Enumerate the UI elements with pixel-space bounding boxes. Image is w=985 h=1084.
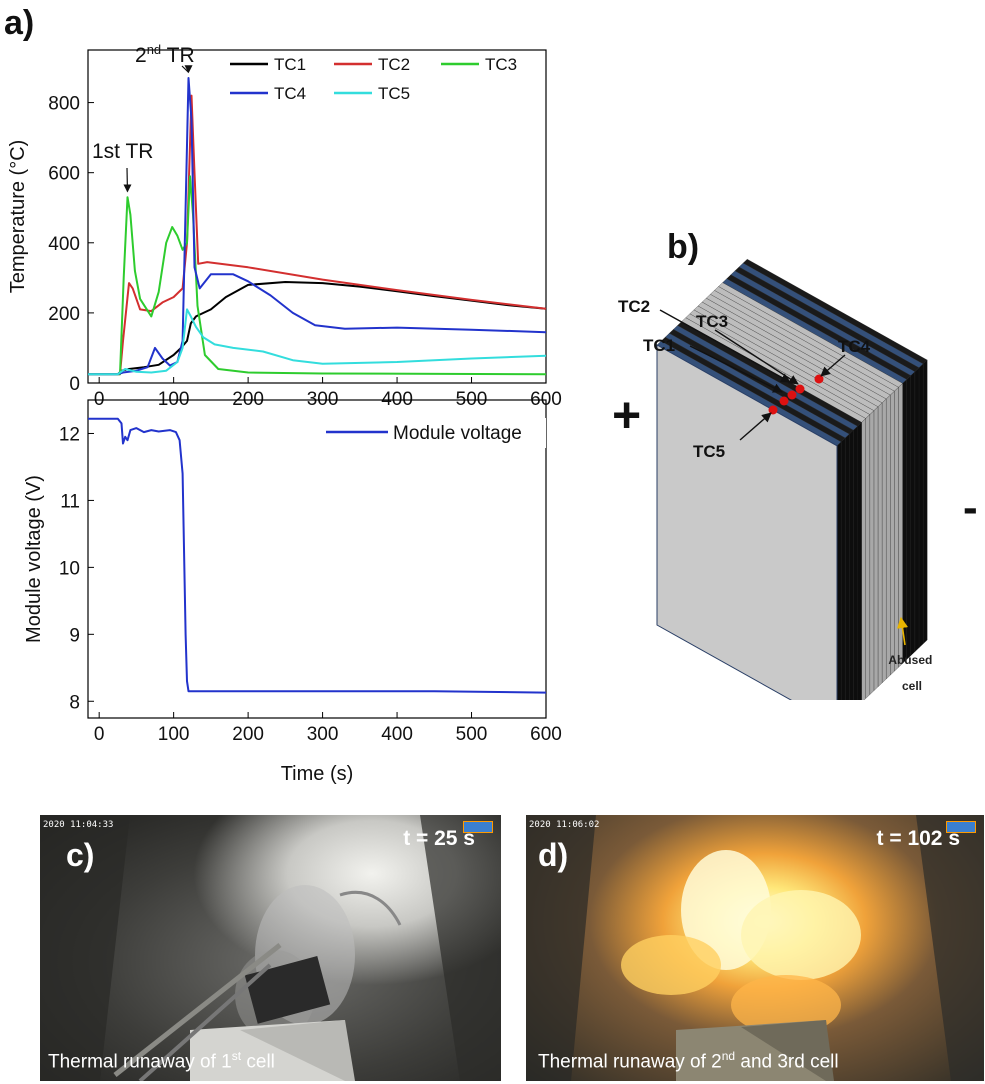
x-tick-label: 600 bbox=[530, 724, 562, 745]
tc2-label: TC2 bbox=[618, 297, 650, 316]
abused-cell-arrow bbox=[896, 616, 909, 646]
photo-c: 2020 11:04:33 t = 25 s c) Thermal runawa… bbox=[40, 815, 501, 1081]
y-axis-label: Module voltage (V) bbox=[23, 475, 45, 643]
temperature-chart: 0 100 200 300 400 500 6000200400600800Temperat… bbox=[7, 42, 562, 410]
photo-d-timestamp: 2020 11:06:02 bbox=[529, 820, 600, 830]
cell-18-side bbox=[910, 371, 916, 656]
photo-c-time: t = 25 s bbox=[403, 827, 475, 850]
cell-14-side bbox=[894, 386, 899, 672]
tc1-dot bbox=[787, 390, 797, 400]
annotation-arrowhead-1st bbox=[123, 184, 132, 193]
plot-frame bbox=[87, 49, 547, 384]
tc4-label: TC4 bbox=[838, 337, 871, 356]
photo-d-time: t = 102 s bbox=[876, 827, 960, 850]
legend-label: Module voltage bbox=[393, 423, 522, 444]
panel-label-a: a) bbox=[4, 4, 34, 42]
series-line-tc4 bbox=[88, 77, 547, 376]
panel-label-d: d) bbox=[538, 837, 569, 873]
camera-icon-d bbox=[946, 821, 976, 833]
cell-9-side bbox=[873, 406, 879, 692]
cell-0-side bbox=[836, 441, 842, 700]
series-line-tc2 bbox=[88, 94, 547, 376]
annotation-arrow-2nd bbox=[181, 65, 189, 73]
legend-label: TC3 bbox=[485, 55, 517, 74]
camera-icon-c bbox=[463, 821, 493, 833]
plot-frame bbox=[87, 399, 547, 719]
tc2-dot bbox=[795, 384, 805, 394]
tc3-label: TC3 bbox=[696, 312, 728, 331]
x-tick-label: 200 bbox=[232, 724, 264, 745]
negative-terminal: - bbox=[963, 483, 978, 532]
x-tick-label: 0 bbox=[94, 724, 105, 745]
photo-d-caption: Thermal runaway of 2nd and 3rd cell bbox=[538, 1048, 839, 1072]
annotation-2nd-tr: 2nd TR bbox=[135, 42, 195, 67]
series-line-tc1 bbox=[88, 281, 547, 376]
panel-label-b: b) bbox=[667, 230, 699, 266]
cell-11-side bbox=[881, 398, 887, 684]
x-tick-label: 100 bbox=[158, 724, 190, 745]
legend-label: TC2 bbox=[378, 55, 410, 74]
cell-6-side bbox=[861, 418, 866, 700]
cell-16-side bbox=[902, 379, 907, 664]
legend-label: TC5 bbox=[378, 84, 410, 103]
charts-svg: a) 0 100 200 300 400 500 600 0 200 400 600 800 Tempe… bbox=[4, 4, 562, 785]
cell-8-side bbox=[869, 410, 875, 695]
y-tick-label: 8 bbox=[69, 692, 80, 713]
tc4-dot bbox=[814, 374, 824, 384]
y-tick-label: 10 bbox=[59, 558, 80, 579]
cell-stack bbox=[656, 259, 928, 700]
series-line-module-voltage bbox=[88, 417, 547, 694]
series-line-tc5 bbox=[88, 308, 547, 376]
tc4-arrow bbox=[820, 354, 846, 377]
x-tick-label: 500 bbox=[456, 724, 488, 745]
positive-terminal: + bbox=[612, 387, 641, 443]
photo-c-caption: Thermal runaway of 1st cell bbox=[48, 1048, 275, 1072]
cell-10-side bbox=[877, 402, 883, 688]
series-line-tc3 bbox=[88, 175, 547, 376]
cell-1-side bbox=[840, 437, 846, 700]
voltage-chart: 0 100 200 300 400 500 600 8 9 10 11 12 Module voltag… bbox=[23, 399, 562, 785]
cell-3-side bbox=[849, 429, 854, 700]
tc5-dot bbox=[768, 405, 778, 415]
panel-label-c: c) bbox=[66, 837, 95, 873]
tc5-arrow bbox=[739, 412, 772, 441]
y-axis-label: Temperature (°C) bbox=[7, 140, 29, 294]
y-tick-label: 200 bbox=[48, 304, 80, 325]
annotation-arrowhead-2nd bbox=[184, 65, 193, 74]
y-tick-label: 11 bbox=[60, 491, 80, 512]
photo-d: 2020 11:06:02 t = 102 s d) Thermal runaw… bbox=[526, 815, 984, 1081]
y-tick-label: 12 bbox=[59, 424, 80, 445]
cell-17-side bbox=[906, 375, 911, 660]
y-tick-label: 400 bbox=[48, 234, 80, 255]
cell-21-side bbox=[922, 359, 928, 645]
abused-cell-label: Abused cell bbox=[888, 653, 935, 693]
legend-label: TC1 bbox=[274, 55, 306, 74]
y-tick-label: 9 bbox=[69, 625, 80, 646]
cell-4-side bbox=[853, 425, 858, 700]
legend-label: TC4 bbox=[274, 84, 306, 103]
y-tick-label: 0 bbox=[69, 374, 80, 395]
tc1-label: TC1 bbox=[643, 336, 675, 355]
tc1-arrow bbox=[689, 345, 783, 393]
cell-front-face bbox=[656, 344, 838, 700]
cell-19-side bbox=[914, 367, 920, 653]
x-tick-label: 300 bbox=[307, 724, 339, 745]
tc3-arrow bbox=[714, 329, 799, 385]
cell-2-side bbox=[845, 433, 850, 700]
cell-13-side bbox=[890, 390, 895, 676]
annotation-1st-tr: 1st TR bbox=[92, 140, 153, 163]
y-tick-label: 800 bbox=[48, 94, 80, 115]
cell-5-side bbox=[857, 422, 862, 700]
photo-c-timestamp: 2020 11:04:33 bbox=[43, 820, 114, 830]
tc2-arrow bbox=[659, 309, 791, 383]
cell-20-side bbox=[918, 363, 924, 649]
cell-12-side bbox=[886, 394, 891, 680]
y-tick-label: 600 bbox=[48, 164, 80, 185]
battery-module-diagram: b) TC2 TC3 TC1 TC4 TC5 + - Abused cell bbox=[612, 230, 978, 700]
tc5-label: TC5 bbox=[693, 442, 725, 461]
cell-7-side bbox=[865, 414, 870, 699]
x-tick-label: 400 bbox=[381, 724, 413, 745]
tc3-dot bbox=[779, 396, 789, 406]
x-axis-label: Time (s) bbox=[281, 763, 354, 785]
